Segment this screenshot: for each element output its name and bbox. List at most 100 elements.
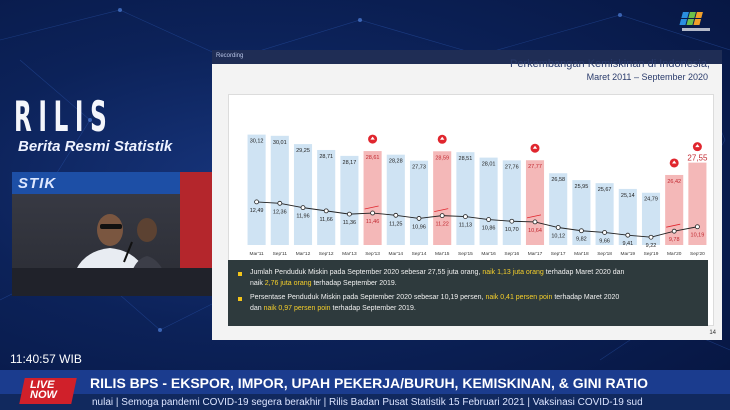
increase-arrow-glyph-icon	[672, 160, 677, 164]
line-point	[416, 216, 422, 221]
x-tick-label: Sep'12	[319, 251, 334, 257]
bar	[618, 188, 637, 245]
percentage-line	[256, 201, 698, 238]
bar-value-label: 26,42	[667, 179, 681, 185]
slide-page-number: 14	[709, 330, 716, 336]
info-line-2: naik 2,76 juta orang terhadap September …	[250, 279, 700, 289]
line-value-label: 9,41	[622, 241, 633, 247]
rilis-title: RILIS	[14, 92, 114, 141]
bar	[317, 149, 336, 245]
info-line-3: Persentase Penduduk Miskin pada Septembe…	[250, 293, 700, 303]
x-tick-label: Mar'15	[435, 251, 450, 257]
x-tick-label: Sep'16	[504, 251, 519, 257]
line-point	[439, 213, 445, 219]
x-tick-label: Mar'11	[250, 251, 264, 257]
bar	[386, 154, 405, 245]
info-text: terhadap September 2019.	[311, 280, 397, 287]
line-value-label: 11,36	[343, 220, 356, 226]
bar	[340, 155, 359, 245]
bar	[688, 162, 707, 245]
line-value-label: 10,86	[482, 226, 496, 232]
bar-value-label: 30,01	[273, 140, 287, 146]
bar-value-label: 28,71	[319, 154, 333, 160]
increase-arrow-glyph-icon	[440, 136, 445, 140]
x-tick-label: Mar'12	[296, 251, 311, 257]
bar	[641, 192, 661, 245]
bar	[572, 180, 591, 245]
x-tick-label: Mar'16	[481, 251, 496, 257]
bar-value-label: 28,59	[435, 155, 449, 161]
increase-arrow-glyph-icon	[695, 144, 700, 148]
video-desk	[12, 268, 212, 296]
recording-indicator: Recording	[216, 53, 244, 59]
info-box: Jumlah Penduduk Miskin pada September 20…	[228, 260, 708, 326]
bar-value-label: 28,61	[366, 155, 380, 161]
bar-value-label: 28,17	[343, 160, 357, 166]
x-tick-label: Sep'13	[365, 251, 380, 257]
line-value-label: 11,13	[459, 223, 472, 229]
video-banner-text: STIK	[18, 175, 57, 192]
bar	[525, 160, 545, 245]
line-value-label: 10,64	[528, 228, 542, 234]
info-line-1: Jumlah Penduduk Miskin pada September 20…	[250, 268, 700, 278]
x-tick-label: Mar'19	[621, 251, 636, 257]
now-label: NOW	[30, 389, 57, 401]
poverty-chart: 30,12 Mar'11 30,01 Sep'11 29,25 Mar'12 28,71 Se…	[247, 134, 708, 269]
live-badge-text: LIVE NOW	[30, 379, 57, 401]
bar	[270, 135, 289, 245]
highlighted-text: naik 1,13 juta orang	[482, 269, 544, 276]
live-label: LIVE	[30, 379, 55, 391]
line-value-label: 11,96	[296, 214, 309, 220]
line-value-label: 10,19	[691, 233, 705, 239]
line-point	[602, 230, 608, 235]
ticker-headline: RILIS BPS - EKSPOR, IMPOR, UPAH PEKERJA/…	[90, 375, 648, 391]
line-value-label: 9,82	[576, 237, 587, 243]
x-tick-label: Mar'17	[528, 251, 543, 257]
line-point	[625, 232, 631, 238]
bar	[456, 152, 475, 245]
bar	[479, 157, 498, 245]
x-tick-label: Mar'18	[574, 251, 589, 257]
ticker-scroll-bar	[0, 394, 730, 410]
line-point	[694, 224, 700, 230]
x-tick-label: Sep'14	[412, 251, 427, 257]
line-point	[578, 228, 584, 234]
bar	[363, 151, 382, 245]
line-value-label: 10,12	[551, 234, 565, 240]
bar-value-label: 28,51	[459, 156, 473, 162]
x-tick-label: Mar'14	[389, 251, 404, 257]
line-value-label: 10,70	[505, 227, 519, 233]
line-point	[323, 208, 329, 214]
line-point	[370, 210, 376, 216]
line-value-label: 12,36	[273, 209, 287, 215]
bar	[409, 160, 429, 245]
info-line-4: dan naik 0,97 persen poin terhadap Septe…	[250, 304, 700, 314]
info-text: terhadap Maret 2020	[552, 294, 620, 301]
line-value-label: 10,96	[412, 224, 426, 230]
increase-arrow-glyph-icon	[532, 145, 538, 149]
info-text: Persentase Penduduk Miskin pada Septembe…	[250, 294, 486, 301]
highlighted-text: naik 0,97 persen poin	[263, 305, 331, 312]
trend-arrow-icon	[364, 205, 379, 210]
bar-value-label: 29,25	[296, 148, 310, 154]
line-point	[300, 205, 306, 211]
bar-value-label: 27,73	[412, 165, 426, 171]
x-tick-label: Sep'15	[458, 251, 473, 257]
info-text: naik	[250, 280, 265, 287]
bps-logo-icon	[679, 12, 710, 31]
info-text: terhadap September 2019.	[330, 305, 416, 312]
line-value-label: 11,25	[389, 221, 402, 227]
bar-value-label: 28,01	[482, 162, 496, 168]
bar-value-label: 28,28	[389, 159, 403, 165]
bar-value-label: 26,58	[551, 177, 565, 183]
bar-value-label: 25,14	[621, 193, 635, 199]
line-point	[462, 214, 468, 219]
x-tick-label: Sep'19	[644, 251, 659, 257]
bar	[502, 160, 521, 245]
line-point	[555, 225, 561, 230]
bar-value-label: 27,77	[528, 164, 542, 170]
highlighted-text: 2,76 juta orang	[264, 280, 312, 287]
bar-value-label: 27,76	[505, 164, 519, 170]
speaker-video-feed: STIK	[12, 172, 212, 296]
